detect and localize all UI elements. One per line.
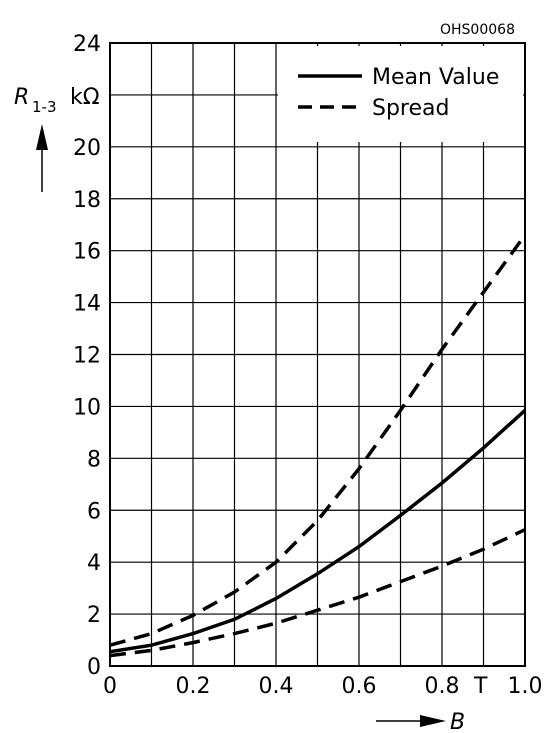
y-axis-unit: kΩ	[70, 85, 100, 110]
y-tick-label: 6	[87, 499, 101, 524]
series-line-2	[109, 234, 527, 647]
y-axis-subscript: 1-3	[32, 98, 57, 116]
x-tick-label: 0	[103, 674, 117, 699]
y-tick-label: 18	[73, 188, 101, 213]
series-line-3	[109, 528, 526, 658]
figure-code: OHS00068	[440, 22, 515, 38]
y-axis-symbol: R	[14, 85, 29, 110]
y-tick-label: 14	[73, 292, 101, 317]
grid	[110, 43, 525, 666]
x-tick-label: 0.8	[425, 674, 460, 699]
legend-spread: Spread	[372, 96, 449, 121]
x-tick-label: 0.4	[259, 674, 294, 699]
y-tick-label: 8	[87, 447, 101, 472]
x-tick-label: 0.6	[342, 674, 377, 699]
y-tick-label: 12	[73, 344, 101, 369]
legend-box	[278, 46, 523, 142]
y-axis-arrow-icon	[36, 124, 48, 192]
y-tick-label: 10	[73, 395, 101, 420]
x-axis-unit: T	[473, 674, 488, 699]
y-tick-label: 24	[73, 32, 101, 57]
y-tick-label: 2	[87, 603, 101, 628]
x-axis-arrow-icon	[376, 715, 446, 727]
series-lines	[109, 234, 527, 658]
y-tick-label: 16	[73, 240, 101, 265]
x-tick-label: 0.2	[176, 674, 211, 699]
legend-mean-value: Mean Value	[372, 65, 499, 90]
y-tick-label: 4	[87, 551, 101, 576]
series-line-1	[109, 409, 527, 654]
x-tick-labels: 0 0.2 0.4 0.6 0.8 1.0	[103, 674, 543, 699]
x-tick-label: 1.0	[508, 674, 543, 699]
plot-frame	[109, 42, 526, 667]
y-tick-label: 0	[87, 655, 101, 680]
x-axis-symbol: B	[450, 710, 465, 733]
y-tick-label: 20	[73, 136, 101, 161]
